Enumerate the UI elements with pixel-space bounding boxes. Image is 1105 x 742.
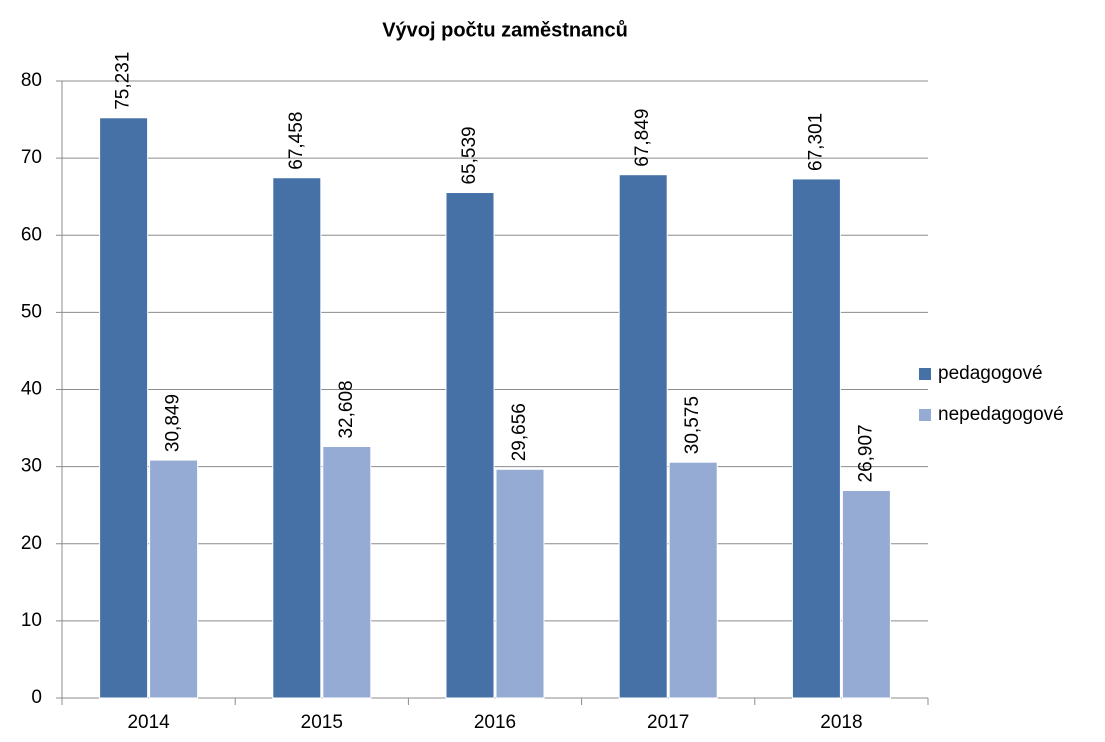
data-label: 29,656 bbox=[509, 403, 530, 461]
bar bbox=[272, 177, 322, 699]
bar bbox=[791, 178, 841, 699]
x-tick-label: 2018 bbox=[820, 712, 862, 733]
data-label: 30,849 bbox=[163, 394, 184, 452]
y-tick-label: 10 bbox=[21, 610, 42, 631]
legend-swatch bbox=[919, 409, 931, 421]
data-label: 67,849 bbox=[632, 109, 653, 167]
bar bbox=[149, 459, 199, 699]
legend-label: pedagogové bbox=[938, 363, 1043, 384]
x-tick-label: 2015 bbox=[301, 712, 343, 733]
bar bbox=[322, 446, 372, 699]
chart-title: Vývoj počtu zaměstnanců bbox=[382, 19, 628, 41]
data-label: 65,539 bbox=[459, 126, 480, 184]
x-tick-label: 2017 bbox=[647, 712, 689, 733]
data-label: 30,575 bbox=[682, 396, 703, 454]
bar bbox=[841, 489, 891, 699]
y-tick-label: 30 bbox=[21, 456, 42, 477]
y-tick-label: 50 bbox=[21, 301, 42, 322]
bar bbox=[99, 117, 149, 699]
y-tick-label: 70 bbox=[21, 147, 42, 168]
legend-swatch bbox=[919, 368, 931, 380]
bar bbox=[668, 461, 718, 699]
data-label: 67,301 bbox=[805, 113, 826, 171]
bar bbox=[618, 174, 668, 699]
data-label: 26,907 bbox=[855, 424, 876, 482]
y-tick-label: 20 bbox=[21, 533, 42, 554]
x-tick-label: 2014 bbox=[127, 712, 170, 733]
data-label: 75,231 bbox=[113, 52, 134, 110]
bar bbox=[495, 468, 545, 699]
bar bbox=[445, 192, 495, 699]
y-tick-label: 80 bbox=[21, 70, 42, 91]
y-tick-label: 40 bbox=[21, 379, 42, 400]
data-label: 67,458 bbox=[286, 112, 307, 170]
x-tick-label: 2016 bbox=[474, 712, 516, 733]
legend-label: nepedagogové bbox=[938, 404, 1064, 425]
y-tick-label: 60 bbox=[21, 224, 42, 245]
y-tick-label: 0 bbox=[31, 687, 42, 708]
data-label: 32,608 bbox=[336, 380, 357, 438]
